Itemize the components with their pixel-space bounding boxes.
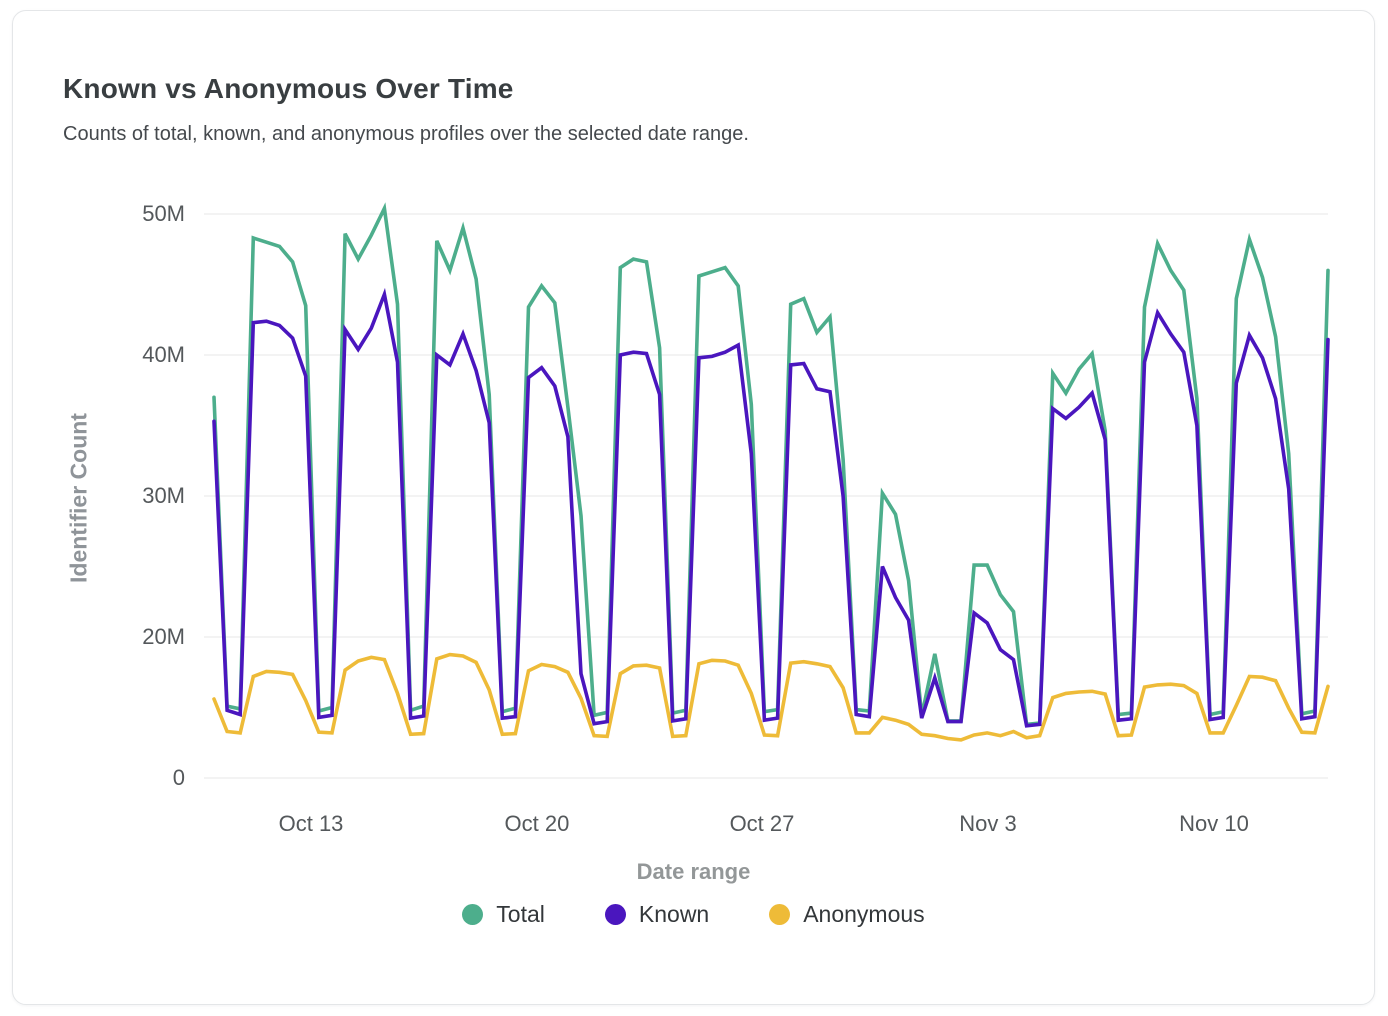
legend-dot-anonymous [769, 904, 791, 925]
legend-dot-known [604, 904, 626, 925]
legend-label: Anonymous [803, 901, 925, 927]
chart-subtitle: Counts of total, known, and anonymous pr… [63, 123, 749, 145]
y-tick-label: 20M [142, 624, 185, 649]
legend-label: Total [496, 901, 545, 927]
x-tick-label: Nov 10 [1179, 811, 1249, 836]
line-chart-plot [204, 202, 1330, 779]
y-tick-label: 50M [142, 201, 185, 226]
y-axis-title: Identifier Count [65, 413, 92, 583]
legend-dot-total [462, 904, 484, 925]
chart-card: Known vs Anonymous Over Time Counts of t… [12, 10, 1375, 1005]
y-tick-label: 0 [172, 765, 185, 790]
y-tick-label: 30M [142, 483, 185, 508]
series-line-anonymous [212, 652, 1330, 742]
legend-item-known[interactable]: Known [604, 901, 710, 928]
legend-label: Known [638, 901, 710, 927]
x-tick-label: Oct 20 [504, 811, 570, 836]
y-tick-label: 40M [142, 342, 185, 367]
series-line-known [212, 287, 1330, 728]
series-line-total [212, 202, 1330, 727]
legend-item-anonymous[interactable]: Anonymous [769, 901, 925, 928]
x-tick-label: Nov 3 [959, 811, 1017, 836]
x-tick-label: Oct 13 [278, 811, 344, 836]
chart-title: Known vs Anonymous Over Time [63, 73, 514, 104]
x-tick-label: Oct 27 [729, 811, 795, 836]
x-axis-title: Date range [636, 859, 751, 884]
chart-legend: Total Known Anonymous [13, 901, 1374, 928]
legend-item-total[interactable]: Total [462, 901, 545, 928]
